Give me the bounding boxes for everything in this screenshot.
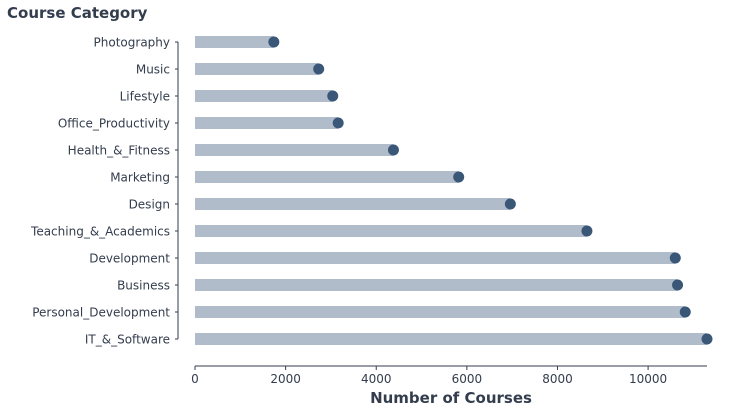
x-axis-title: Number of Courses — [370, 389, 532, 407]
x-tick-label: 0 — [191, 372, 199, 386]
y-tick-labels: Photography Music Lifestyle Office_Producti… — [30, 36, 170, 347]
y-tick-label: Personal_Development — [32, 306, 170, 320]
axes-group — [175, 41, 707, 370]
bar-photography — [195, 36, 274, 48]
bar-personal-development — [195, 306, 686, 318]
y-tick-label: Design — [129, 198, 170, 212]
x-tick-label: 6000 — [452, 372, 483, 386]
bar-office-productivity — [195, 117, 339, 129]
x-tick-label: 2000 — [270, 372, 301, 386]
dot-health-fitness — [387, 144, 399, 156]
bar-development — [195, 252, 676, 264]
y-tick-label: Business — [117, 279, 170, 293]
dot-teaching-academics — [581, 225, 593, 237]
bar-it-software — [195, 333, 707, 345]
y-tick-label: Music — [136, 63, 170, 77]
dot-office-productivity — [332, 117, 344, 129]
dot-lifestyle — [327, 90, 339, 102]
x-tick-label: 10000 — [629, 372, 667, 386]
bar-teaching-academics — [195, 225, 587, 237]
dot-business — [672, 279, 684, 291]
y-tick-label: Photography — [94, 36, 170, 50]
dot-it-software — [701, 333, 713, 345]
bars-group — [195, 36, 707, 345]
y-tick-label: Teaching_&_Academics — [30, 225, 170, 239]
dot-marketing — [453, 171, 465, 183]
dot-development — [669, 252, 681, 264]
bar-marketing — [195, 171, 459, 183]
y-tick-label: Health_&_Fitness — [68, 144, 170, 158]
y-tick-label: Lifestyle — [120, 90, 170, 104]
bar-business — [195, 279, 678, 291]
bar-design — [195, 198, 511, 210]
dot-photography — [268, 36, 280, 48]
y-tick-label: Development — [89, 252, 170, 266]
dot-personal-development — [679, 306, 691, 318]
y-tick-label: Office_Productivity — [58, 117, 170, 131]
dot-music — [313, 63, 325, 75]
bar-lifestyle — [195, 90, 333, 102]
x-tick-label: 4000 — [361, 372, 392, 386]
dot-design — [504, 198, 516, 210]
chart-title: Course Category — [7, 4, 148, 22]
bar-music — [195, 63, 319, 75]
x-tick-label: 8000 — [542, 372, 573, 386]
bar-health-fitness — [195, 144, 394, 156]
y-tick-label: Marketing — [110, 171, 170, 185]
y-tick-label: IT_&_Software — [85, 333, 170, 347]
dots-group — [268, 36, 713, 345]
x-tick-labels: 0 2000 4000 6000 8000 10000 — [191, 372, 667, 386]
